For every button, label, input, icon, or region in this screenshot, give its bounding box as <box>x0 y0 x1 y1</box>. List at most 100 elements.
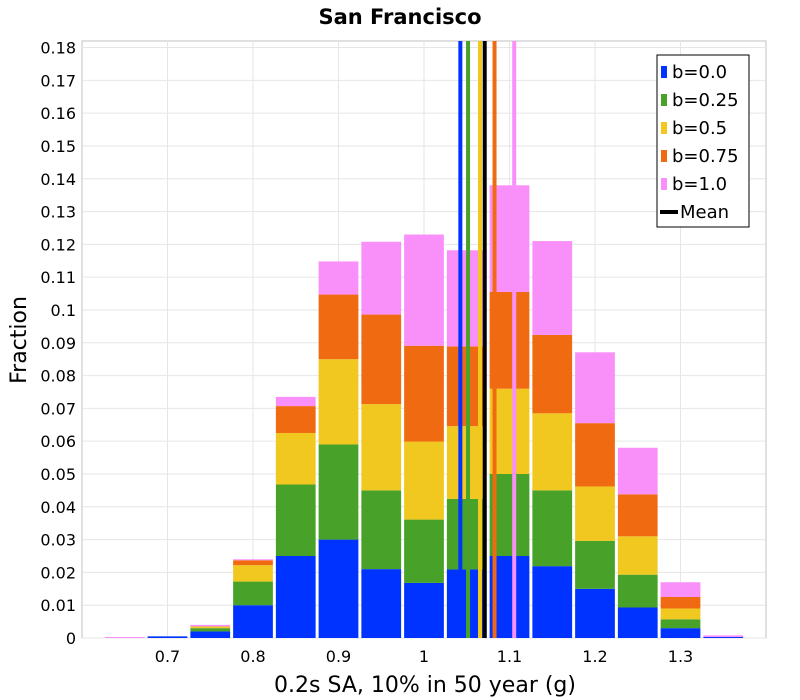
legend-label: b=1.0 <box>672 174 727 195</box>
bar-segment-b-0-0 <box>703 637 744 638</box>
bar-segment-b-0-0 <box>147 636 188 638</box>
bar-segment-b-0-5 <box>190 626 231 629</box>
bar-segment-b-0-75 <box>617 494 658 537</box>
y-tick-label: 0.16 <box>40 104 76 123</box>
bar-segment-b-0-75 <box>575 423 615 487</box>
legend-swatch <box>661 178 667 190</box>
bar-segment-b-0-25 <box>275 484 316 556</box>
bar-segment-b-1-0 <box>190 624 231 627</box>
y-tick-label: 0.1 <box>51 301 76 320</box>
legend: b=0.0 b=0.25 b=0.5 b=0.75 b=1.0 Mean <box>656 54 750 228</box>
bar-segment-b-0-5 <box>532 413 573 491</box>
bar-segment-b-0-25 <box>660 619 701 629</box>
bar-segment-b-0-75 <box>404 345 444 442</box>
bar-segment-b-1-0 <box>617 447 658 495</box>
y-tick-label: 0.18 <box>40 39 76 58</box>
bar-segment-b-1-0 <box>361 241 402 315</box>
bar-segment-b-0-0 <box>660 628 701 638</box>
bar-segment-b-0-0 <box>233 605 273 638</box>
y-tick-label: 0.07 <box>40 399 76 418</box>
bar-segment-b-0-75 <box>361 314 402 405</box>
x-axis-ticks: 0.7 0.8 0.9 1 1.1 1.2 1.3 <box>155 647 693 666</box>
y-tick-label: 0.06 <box>40 432 76 451</box>
legend-swatch <box>661 122 667 134</box>
bar-segment-b-0-5 <box>617 536 658 575</box>
y-tick-label: 0.09 <box>40 334 76 353</box>
bar-segment-b-0-25 <box>361 490 402 570</box>
chart-title: San Francisco <box>318 5 481 29</box>
bar-segment-b-1-0 <box>404 234 444 346</box>
bar-segment-b-0-25 <box>404 519 444 583</box>
bar-segment-b-1-0 <box>660 582 701 597</box>
bar-segment-b-0-25 <box>318 444 359 540</box>
legend-swatch <box>661 94 667 106</box>
bar-segment-b-0-5 <box>318 359 359 445</box>
bar-segment-b-0-5 <box>275 432 316 485</box>
bar-segment-b-0-0 <box>575 588 615 638</box>
legend-swatch <box>661 150 667 162</box>
bar-segment-b-1-0 <box>318 261 359 295</box>
bar-segment-b-0-75 <box>660 596 701 609</box>
x-tick-label: 0.7 <box>155 647 180 666</box>
bar-segment-b-0-0 <box>532 566 573 638</box>
bar-segment-b-0-5 <box>233 565 273 582</box>
legend-box <box>656 54 750 228</box>
bar-segment-b-0-25 <box>233 581 273 606</box>
y-tick-label: 0.04 <box>40 498 76 517</box>
x-tick-label: 1.3 <box>668 647 693 666</box>
mean-lines <box>458 41 517 638</box>
bar-segment-b-0-75 <box>233 560 273 566</box>
x-tick-label: 1.1 <box>497 647 522 666</box>
bar-segment-b-0-0 <box>404 582 444 638</box>
bar-segment-b-0-25 <box>617 574 658 608</box>
x-tick-label: 1.2 <box>582 647 607 666</box>
y-tick-label: 0.01 <box>40 596 76 615</box>
y-tick-label: 0.11 <box>40 268 76 287</box>
x-tick-label: 1 <box>419 647 429 666</box>
bar-segment-b-1-0 <box>104 637 145 638</box>
bar-segment-b-0-5 <box>361 404 402 491</box>
y-axis-label: Fraction <box>7 296 32 384</box>
y-tick-label: 0.02 <box>40 563 76 582</box>
x-tick-label: 0.8 <box>240 647 265 666</box>
y-tick-label: 0.15 <box>40 137 76 156</box>
bar-segment-b-0-5 <box>404 441 444 520</box>
y-axis-ticks: 0 0.01 0.02 0.03 0.04 0.05 0.06 0.07 0.08 0.09 0.1… <box>40 39 76 648</box>
bar-segment-b-1-0 <box>275 396 316 407</box>
y-tick-label: 0 <box>66 629 76 648</box>
stacked-bars <box>104 185 744 638</box>
bar-segment-b-0-75 <box>532 334 573 414</box>
x-tick-label: 0.9 <box>326 647 351 666</box>
y-tick-label: 0.05 <box>40 465 76 484</box>
bar-segment-b-1-0 <box>703 635 744 638</box>
x-axis-label: 0.2s SA, 10% in 50 year (g) <box>274 673 576 698</box>
bar-segment-b-0-0 <box>190 631 231 638</box>
legend-swatch <box>661 66 667 78</box>
bar-segment-b-0-0 <box>318 539 359 638</box>
bar-segment-b-1-0 <box>233 559 273 561</box>
bar-segment-b-0-0 <box>361 569 402 638</box>
legend-label: b=0.25 <box>672 90 739 111</box>
legend-label: b=0.5 <box>672 118 727 139</box>
y-tick-label: 0.14 <box>40 170 76 189</box>
bar-segment-b-0-0 <box>617 607 658 638</box>
bar-segment-b-0-5 <box>575 486 615 541</box>
legend-label: b=0.0 <box>672 62 727 83</box>
bar-segment-b-0-0 <box>275 555 316 638</box>
bar-segment-b-0-25 <box>190 628 231 632</box>
y-tick-label: 0.13 <box>40 203 76 222</box>
legend-label: Mean <box>680 202 729 223</box>
legend-label: b=0.75 <box>672 146 739 167</box>
y-tick-label: 0.12 <box>40 235 76 254</box>
y-tick-label: 0.03 <box>40 531 76 550</box>
y-tick-label: 0.17 <box>40 71 76 90</box>
bar-segment-b-1-0 <box>532 241 573 335</box>
y-tick-label: 0.08 <box>40 367 76 386</box>
bar-segment-b-0-25 <box>532 490 573 567</box>
bar-segment-b-0-5 <box>660 608 701 620</box>
bar-segment-b-1-0 <box>575 352 615 424</box>
bar-segment-b-0-75 <box>318 294 359 360</box>
bar-segment-b-0-25 <box>575 540 615 589</box>
bar-segment-b-0-75 <box>275 406 316 433</box>
